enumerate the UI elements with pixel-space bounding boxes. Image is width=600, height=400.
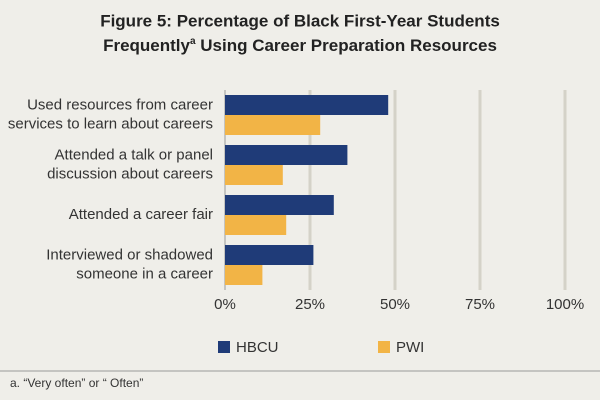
footnote: a. “Very often” or “ Often”	[10, 376, 143, 390]
y-tick-label: someone in a career	[76, 265, 213, 282]
legend-label: HBCU	[236, 339, 279, 356]
y-tick-label: Attended a career fair	[69, 206, 213, 223]
y-tick-label: discussion about careers	[47, 165, 213, 182]
bar	[225, 95, 389, 115]
x-tick-label: 25%	[295, 296, 325, 313]
y-tick-label: Interviewed or shadowed	[46, 246, 213, 263]
bar	[225, 195, 334, 215]
chart-title: Frequentlya Using Career Preparation Res…	[103, 36, 497, 56]
chart-title: Figure 5: Percentage of Black First-Year…	[100, 11, 500, 30]
legend-label: PWI	[396, 339, 424, 356]
legend-swatch	[218, 341, 230, 353]
y-tick-label: Attended a talk or panel	[55, 146, 213, 163]
bar	[225, 215, 287, 235]
x-tick-label: 75%	[465, 296, 495, 313]
y-tick-label: services to learn about careers	[8, 115, 213, 132]
x-tick-label: 100%	[546, 296, 584, 313]
bar	[225, 115, 321, 135]
x-tick-label: 0%	[214, 296, 236, 313]
bar	[225, 165, 283, 185]
title-part: Using Career Preparation Resources	[196, 36, 497, 55]
title-superscript: a	[190, 36, 196, 47]
legend-swatch	[378, 341, 390, 353]
x-tick-label: 50%	[380, 296, 410, 313]
y-tick-label: Used resources from career	[27, 96, 213, 113]
bar	[225, 265, 263, 285]
bar	[225, 145, 348, 165]
title-part: Frequently	[103, 36, 190, 55]
bar	[225, 245, 314, 265]
